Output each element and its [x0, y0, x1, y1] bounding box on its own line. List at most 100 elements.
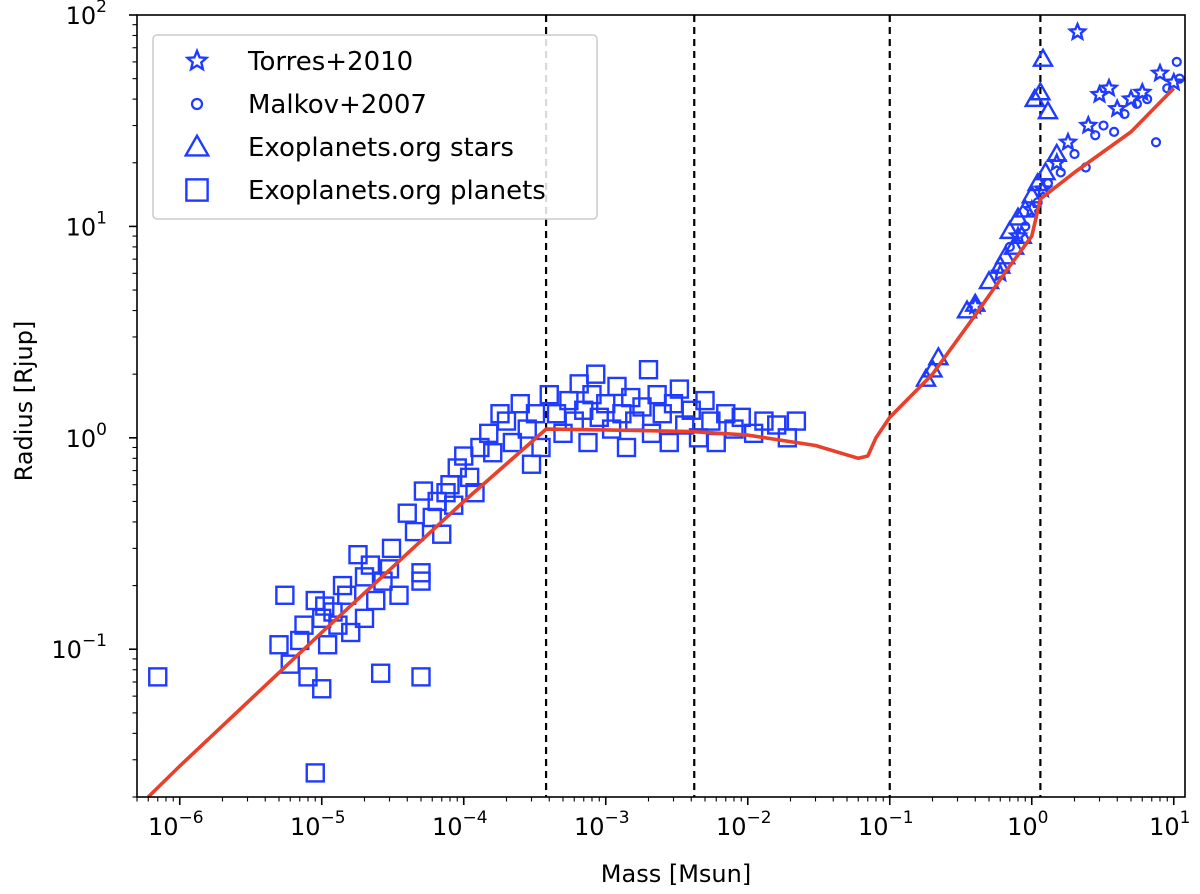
square-point [341, 622, 361, 643]
square-point [706, 432, 726, 453]
square-point [731, 407, 751, 428]
circle-point [1142, 94, 1153, 105]
star-point [1077, 114, 1099, 135]
star-point [1120, 87, 1142, 109]
square-point [695, 390, 715, 411]
star-point [1098, 77, 1120, 98]
triangle-point [989, 254, 1012, 274]
series-square [148, 359, 807, 783]
square-point [280, 654, 300, 674]
circle-point [1171, 56, 1182, 68]
square-point [546, 404, 567, 424]
square-point [616, 437, 637, 458]
square-point [305, 763, 325, 783]
triangle-point [998, 219, 1021, 240]
square-point [479, 423, 499, 444]
square-point [607, 376, 627, 397]
y-tick-label: 10−1 [51, 631, 107, 664]
square-point [539, 384, 559, 405]
square-point [373, 571, 393, 591]
square-point [370, 663, 391, 683]
x-axis-label: Mass [Msun] [601, 860, 751, 888]
star-point [1066, 20, 1089, 42]
square-point [411, 571, 431, 591]
plot-frame [136, 14, 1186, 798]
star-point [1046, 151, 1068, 172]
triangle-point [1036, 99, 1060, 120]
y-tick-label: 102 [66, 0, 107, 30]
square-point [413, 481, 434, 501]
star-point [1149, 62, 1171, 83]
square-point [379, 559, 400, 579]
series-triangle [914, 47, 1068, 387]
circle-point [1108, 126, 1120, 137]
y-tick-label: 100 [66, 420, 107, 453]
square-point [652, 404, 672, 424]
legend-label: Exoplanets.org planets [248, 176, 546, 206]
square-point [366, 590, 386, 611]
triangle-point [1014, 198, 1037, 218]
circle-point [1119, 108, 1130, 120]
square-point [148, 667, 168, 687]
square-point [675, 415, 695, 435]
square-point [354, 608, 375, 629]
square-point [465, 483, 485, 503]
triangle-point [1029, 81, 1052, 101]
legend-label: Exoplanets.org stars [248, 133, 514, 163]
square-point [389, 585, 409, 605]
x-tick-label: 10−5 [290, 808, 346, 841]
square-point [454, 446, 474, 466]
square-point [348, 544, 368, 565]
square-point [596, 394, 616, 414]
square-point [659, 432, 679, 453]
triangle-point [1023, 87, 1046, 108]
square-point [317, 635, 338, 655]
square-point [521, 454, 542, 474]
square-point [404, 521, 425, 542]
triangle-point [1045, 142, 1068, 162]
square-point [786, 411, 807, 431]
vertical-lines [544, 15, 1042, 797]
square-point [483, 443, 503, 463]
square-point [275, 585, 295, 605]
legend: Torres+2010 Malkov+2007 Exoplanets.org sta… [152, 34, 598, 220]
y-axis-ticks: 10−1 100 101 102 [51, 0, 137, 798]
star-point [1163, 71, 1185, 92]
x-tick-label: 10−3 [574, 808, 630, 841]
x-tick-label: 10−2 [716, 808, 772, 841]
circle-point [1069, 148, 1080, 160]
legend-star-icon [184, 47, 210, 72]
square-point [553, 423, 573, 444]
square-point [397, 503, 417, 523]
square-point [525, 404, 546, 424]
square-point [312, 679, 332, 699]
star-point [1106, 97, 1128, 118]
triangle-point [1002, 235, 1026, 255]
star-point [1007, 224, 1029, 246]
square-point [632, 397, 652, 417]
circle-point [1055, 167, 1066, 178]
scatter-points [148, 20, 1185, 783]
star-point [1057, 131, 1079, 152]
triangle-point [994, 245, 1017, 265]
square-point [531, 437, 551, 458]
circle-point [1090, 130, 1101, 141]
square-point [641, 423, 662, 444]
square-point [578, 432, 598, 453]
square-point [638, 359, 659, 380]
legend-label: Malkov+2007 [248, 90, 427, 120]
y-tick-label: 101 [66, 208, 107, 241]
circle-point [1150, 137, 1162, 148]
x-axis-ticks: 10−6 10−5 10−4 10−3 10−2 10−1 100 101 [136, 797, 1190, 841]
legend-square-icon [185, 178, 209, 202]
square-point [724, 419, 744, 439]
circle-point [1098, 120, 1109, 131]
star-point [1131, 81, 1153, 102]
square-point [754, 411, 774, 431]
legend-triangle-icon [183, 133, 211, 157]
square-point [496, 411, 517, 431]
x-tick-label: 101 [1149, 808, 1190, 841]
circle-point [1020, 221, 1031, 232]
square-point [432, 524, 452, 544]
square-point [510, 394, 530, 414]
